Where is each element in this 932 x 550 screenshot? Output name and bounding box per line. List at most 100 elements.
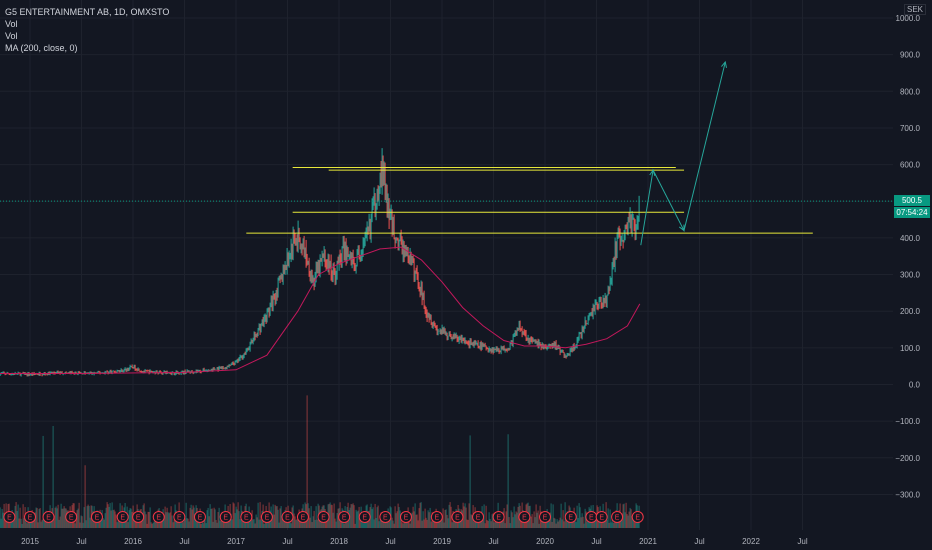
projection-arrow — [640, 60, 727, 246]
earnings-marker-label: E — [496, 515, 501, 522]
earnings-marker: E — [281, 511, 294, 523]
y-tick-label: 0.0 — [909, 381, 921, 390]
earnings-marker-label: E — [321, 515, 326, 522]
earnings-marker-label: E — [265, 515, 270, 522]
earnings-marker-circle — [281, 511, 294, 523]
y-tick-label: 600.0 — [900, 161, 921, 170]
earnings-marker-label: E — [46, 515, 51, 522]
earnings-marker-label: E — [589, 515, 594, 522]
earnings-marker-circle — [219, 511, 232, 523]
y-tick-label: 200.0 — [900, 307, 921, 316]
price-axis: 1000.0900.0800.0700.0600.0500.0400.0300.… — [895, 14, 920, 499]
legend-volume-2[interactable]: Vol — [5, 31, 18, 41]
earnings-marker-label: E — [7, 515, 12, 522]
earnings-marker: E — [492, 511, 505, 523]
bar-countdown-tag: 07:54:24 — [894, 207, 930, 219]
earnings-marker: E — [116, 511, 129, 523]
earnings-marker-label: E — [120, 515, 125, 522]
support-resistance-levels — [246, 167, 813, 234]
earnings-marker-circle — [132, 511, 145, 523]
earnings-marker: E — [24, 511, 36, 523]
currency-label[interactable]: SEK — [904, 4, 927, 15]
earnings-marker-circle — [539, 511, 551, 523]
earnings-marker: E — [539, 511, 551, 523]
x-tick-label: 2019 — [433, 537, 451, 546]
earnings-marker-label: E — [69, 515, 74, 522]
earnings-marker: E — [65, 511, 78, 523]
earnings-marker: E — [595, 511, 608, 523]
x-tick-label: 2017 — [227, 537, 245, 546]
y-tick-label: −100.0 — [895, 417, 920, 426]
projection-path — [640, 61, 726, 246]
earnings-marker-circle — [90, 511, 103, 523]
earnings-marker-circle — [430, 511, 443, 523]
earnings-marker-label: E — [543, 515, 548, 522]
x-tick-label: Jul — [385, 537, 395, 546]
y-tick-label: −300.0 — [895, 490, 920, 499]
earnings-marker-label: E — [476, 515, 481, 522]
earnings-marker: E — [338, 511, 351, 523]
earnings-marker: E — [193, 511, 206, 523]
legend-ma[interactable]: MA (200, close, 0) — [5, 43, 78, 53]
x-tick-label: Jul — [282, 537, 292, 546]
earnings-marker-circle — [611, 511, 624, 523]
earnings-marker: E — [219, 511, 232, 523]
earnings-marker-circle — [492, 511, 505, 523]
earnings-marker-circle — [399, 511, 412, 523]
time-axis: 2015 Jul 2016 Jul 2017 Jul 2018 Jul 2019 Jul 2020 J… — [21, 537, 808, 546]
x-tick-label: Jul — [694, 537, 704, 546]
chart-legend: G5 ENTERTAINMENT AB, 1D, OMXSTO Vol Vol … — [5, 6, 169, 54]
x-tick-label: Jul — [179, 537, 189, 546]
earnings-marker-circle — [518, 511, 531, 523]
earnings-marker: E — [173, 511, 186, 523]
earnings-marker-label: E — [455, 515, 460, 522]
earnings-marker-label: E — [223, 515, 228, 522]
earnings-marker-circle — [472, 511, 485, 523]
earnings-marker-circle — [152, 511, 165, 523]
earnings-marker-circle — [317, 511, 330, 523]
earnings-marker-circle — [65, 511, 78, 523]
x-tick-label: 2016 — [124, 537, 142, 546]
y-tick-label: 400.0 — [900, 234, 921, 243]
earnings-marker-label: E — [136, 515, 141, 522]
earnings-marker-label: E — [435, 515, 440, 522]
earnings-marker-label: E — [615, 515, 620, 522]
earnings-marker: E — [564, 511, 577, 523]
earnings-marker: E — [631, 511, 644, 523]
earnings-marker: E — [358, 511, 371, 523]
earnings-marker: E — [611, 511, 624, 523]
earnings-marker-label: E — [285, 515, 290, 522]
earnings-marker-label: E — [177, 515, 182, 522]
earnings-marker: E — [317, 511, 330, 523]
earnings-marker-label: E — [404, 515, 409, 522]
earnings-marker-circle — [631, 511, 644, 523]
x-tick-label: 2015 — [21, 537, 39, 546]
last-price-tag: 500.5 — [894, 195, 930, 207]
projection-arrowhead — [721, 60, 727, 68]
earnings-marker: E — [379, 511, 392, 523]
y-tick-label: 700.0 — [900, 124, 921, 133]
earnings-marker-circle — [358, 511, 371, 523]
projection-arrowhead — [649, 168, 656, 176]
earnings-marker-circle — [3, 511, 16, 523]
earnings-marker-label: E — [301, 515, 306, 522]
earnings-marker-circle — [379, 511, 392, 523]
y-tick-label: 800.0 — [900, 87, 921, 96]
y-tick-label: 900.0 — [900, 51, 921, 60]
earnings-marker-circle — [451, 511, 464, 523]
earnings-marker-label: E — [342, 515, 347, 522]
earnings-marker-circle — [338, 511, 351, 523]
earnings-marker-label: E — [568, 515, 573, 522]
legend-symbol: G5 ENTERTAINMENT AB, 1D, OMXSTO — [5, 7, 170, 17]
earnings-marker: E — [132, 511, 145, 523]
chart-grid — [0, 0, 893, 530]
legend-volume-1[interactable]: Vol — [5, 19, 18, 29]
earnings-marker: E — [240, 511, 253, 523]
earnings-marker-circle — [240, 511, 253, 523]
earnings-marker: E — [585, 511, 598, 523]
earnings-marker-circle — [260, 511, 273, 523]
earnings-marker: E — [472, 511, 485, 523]
earnings-marker: E — [3, 511, 16, 523]
x-tick-label: Jul — [488, 537, 498, 546]
